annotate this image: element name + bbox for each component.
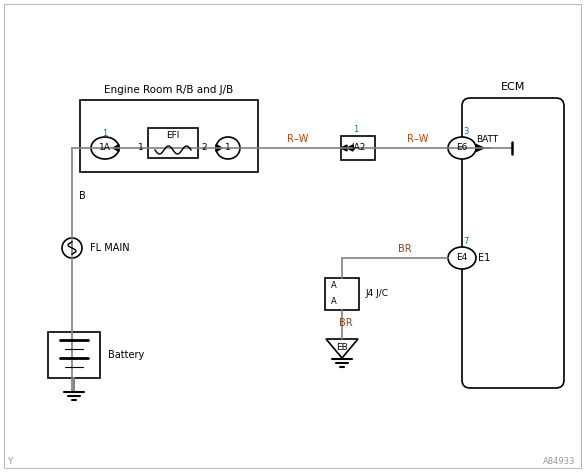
Text: ECM: ECM xyxy=(501,82,525,92)
Text: 1A: 1A xyxy=(99,143,111,152)
Text: E4: E4 xyxy=(456,253,467,262)
Polygon shape xyxy=(326,339,358,358)
Polygon shape xyxy=(113,144,119,152)
Ellipse shape xyxy=(91,137,119,159)
Text: 1: 1 xyxy=(138,143,144,152)
Text: 7: 7 xyxy=(463,237,469,246)
Text: IA2: IA2 xyxy=(351,143,365,152)
Text: EB: EB xyxy=(336,343,348,352)
Text: E6: E6 xyxy=(456,143,467,152)
Text: A: A xyxy=(331,297,337,306)
Text: E1: E1 xyxy=(478,253,490,263)
Text: 1: 1 xyxy=(102,129,108,138)
Polygon shape xyxy=(476,144,484,152)
Text: 2: 2 xyxy=(201,143,207,152)
Bar xyxy=(148,128,198,158)
Text: A84933: A84933 xyxy=(543,457,576,466)
FancyBboxPatch shape xyxy=(462,98,564,388)
Text: 1: 1 xyxy=(225,143,231,152)
Ellipse shape xyxy=(448,247,476,269)
Text: BR: BR xyxy=(339,318,353,328)
Text: BR: BR xyxy=(398,244,412,254)
Polygon shape xyxy=(341,145,347,151)
Polygon shape xyxy=(216,144,222,152)
Text: FL MAIN: FL MAIN xyxy=(90,243,130,253)
Text: EFI: EFI xyxy=(166,132,180,141)
Text: R–W: R–W xyxy=(287,134,309,144)
Text: Battery: Battery xyxy=(108,350,144,360)
Bar xyxy=(325,278,359,310)
Circle shape xyxy=(62,238,82,258)
Ellipse shape xyxy=(448,137,476,159)
Text: J4 J/C: J4 J/C xyxy=(365,289,388,298)
Text: R–W: R–W xyxy=(407,134,429,144)
Text: B: B xyxy=(78,191,85,201)
Bar xyxy=(80,100,258,172)
Text: Engine Room R/B and J/B: Engine Room R/B and J/B xyxy=(104,85,233,95)
Text: 3: 3 xyxy=(463,127,469,136)
Text: A: A xyxy=(331,281,337,290)
Bar xyxy=(341,136,375,160)
Bar xyxy=(48,332,100,378)
Polygon shape xyxy=(347,145,353,151)
Text: Y: Y xyxy=(7,457,13,466)
Ellipse shape xyxy=(216,137,240,159)
Text: BATT: BATT xyxy=(476,135,498,143)
Text: 1: 1 xyxy=(353,125,359,134)
